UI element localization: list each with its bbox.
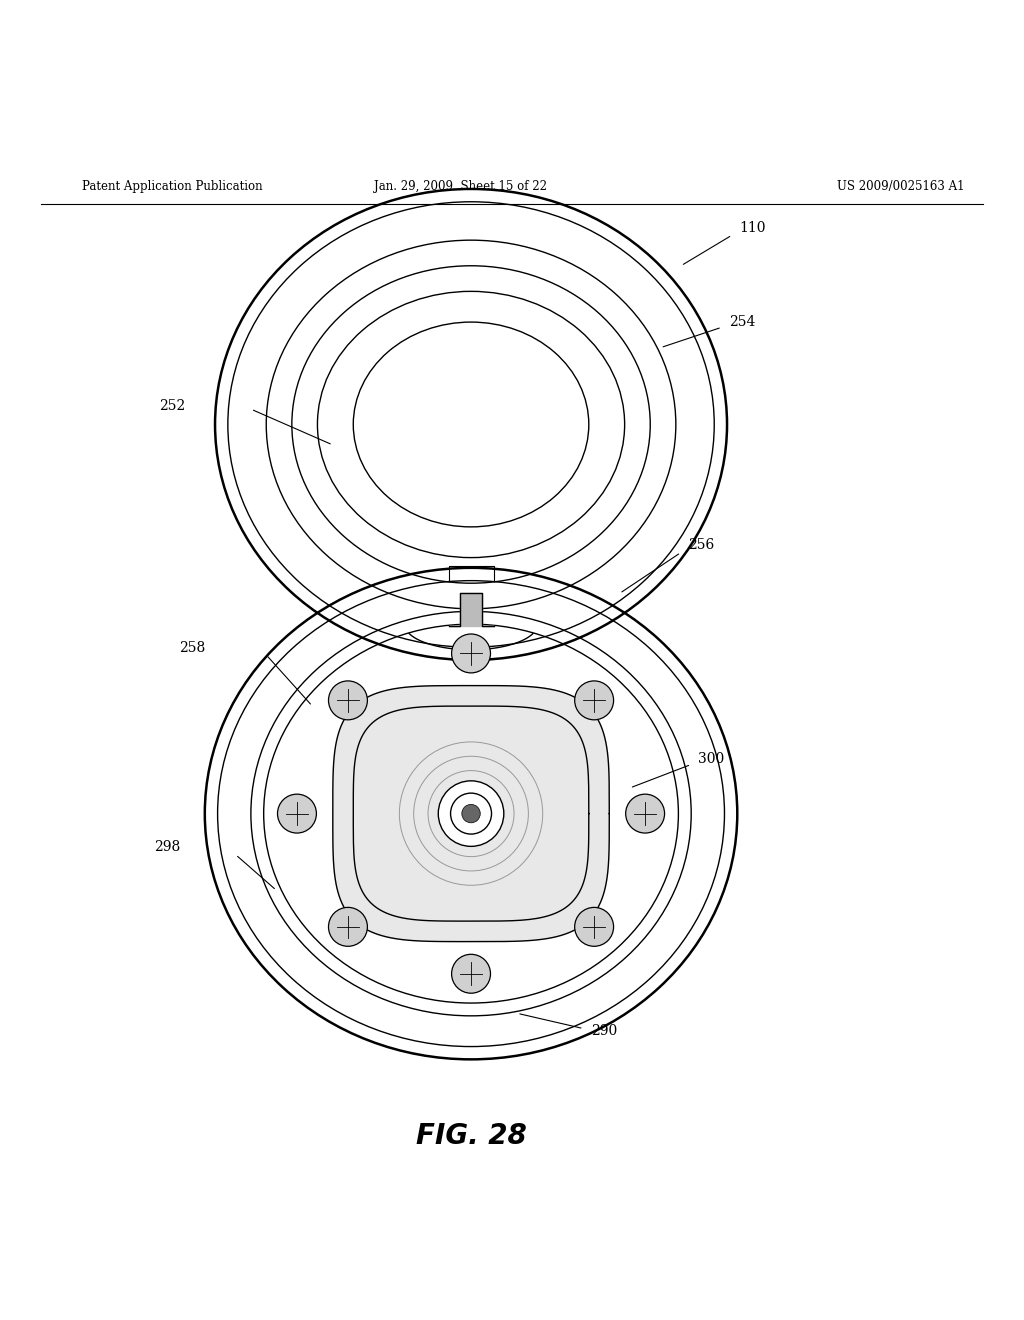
Text: 300: 300 (698, 752, 725, 767)
Polygon shape (449, 594, 494, 626)
Circle shape (278, 795, 316, 833)
Text: 256: 256 (688, 539, 715, 552)
Circle shape (462, 804, 480, 822)
Text: 252: 252 (159, 399, 185, 413)
Text: Patent Application Publication: Patent Application Publication (82, 181, 262, 194)
Circle shape (329, 907, 368, 946)
Text: US 2009/0025163 A1: US 2009/0025163 A1 (838, 181, 965, 194)
Circle shape (574, 681, 613, 719)
Text: 290: 290 (591, 1024, 617, 1038)
Text: FIG. 28: FIG. 28 (416, 1122, 526, 1150)
Circle shape (452, 634, 490, 673)
Circle shape (626, 795, 665, 833)
Circle shape (451, 793, 492, 834)
Text: Jan. 29, 2009  Sheet 15 of 22: Jan. 29, 2009 Sheet 15 of 22 (375, 181, 547, 194)
Ellipse shape (353, 322, 589, 527)
Circle shape (452, 954, 490, 993)
Circle shape (329, 681, 368, 719)
Circle shape (438, 781, 504, 846)
Text: FIG. 27: FIG. 27 (416, 718, 526, 746)
Text: 254: 254 (729, 315, 756, 329)
Text: 298: 298 (154, 841, 180, 854)
Text: 110: 110 (739, 220, 766, 235)
Polygon shape (333, 685, 609, 941)
Text: 258: 258 (179, 640, 206, 655)
Circle shape (574, 907, 613, 946)
